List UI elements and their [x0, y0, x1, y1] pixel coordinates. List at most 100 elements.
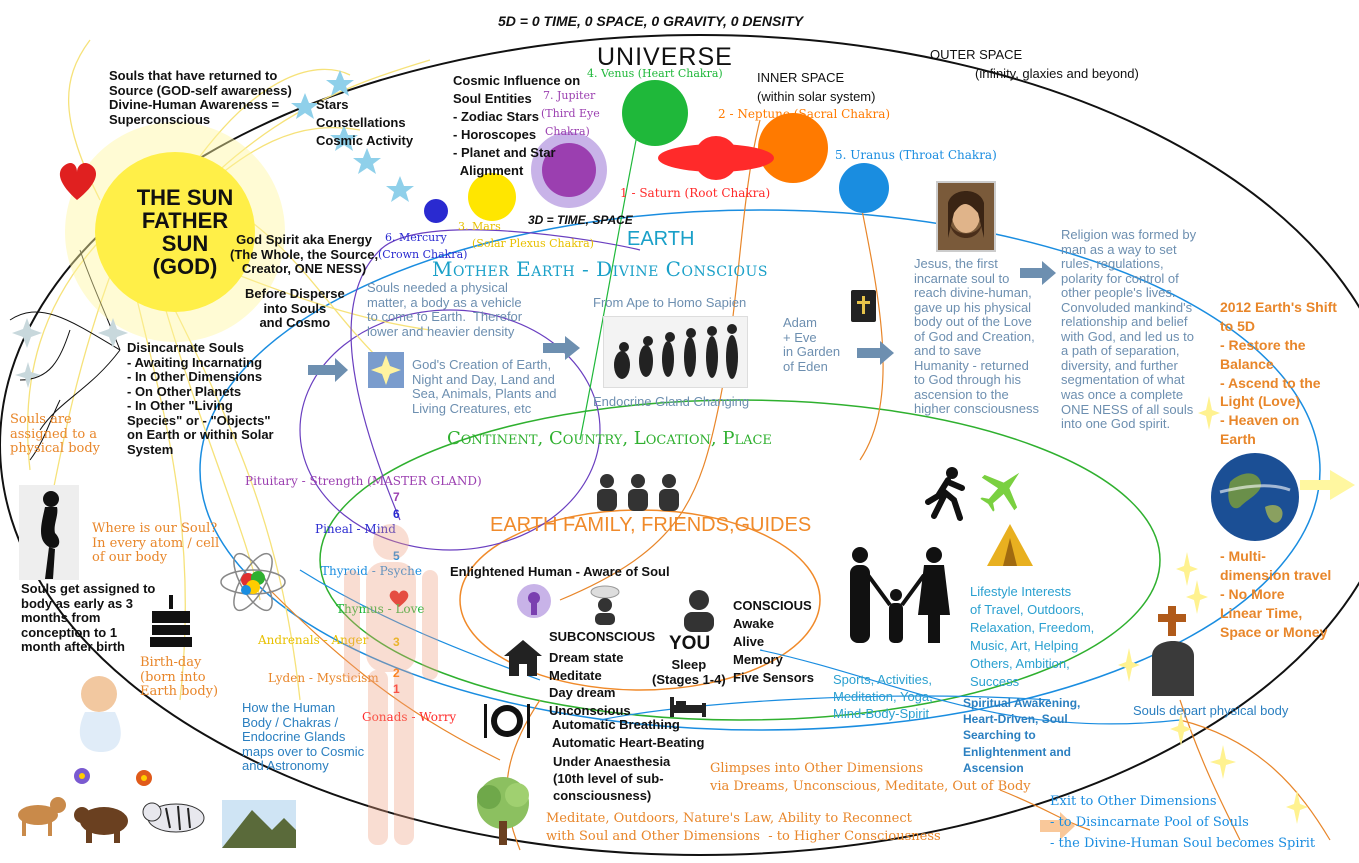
heart-shape — [59, 162, 97, 200]
mars-label-1: 3. Mars — [458, 220, 501, 233]
gland-number-2: 2 — [393, 666, 400, 680]
multi-dimension-text: - Multi- dimension travel - No More Line… — [1220, 548, 1332, 640]
spiritual-text: Spiritual Awakening, Heart-Driven, Soul … — [963, 696, 1081, 775]
outer-space-sub: (infinity, glaxies and beyond) — [975, 66, 1139, 81]
four-point-star-icon — [12, 318, 42, 353]
sun-line-2: FATHER — [141, 208, 229, 234]
cosmic-influence-text: Cosmic Influence on Soul Entities - Zodi… — [453, 73, 581, 178]
automatic-text: Automatic Breathing Automatic Heart-Beat… — [552, 717, 705, 750]
group-people-icon — [593, 471, 683, 513]
family-silhouette-icon — [840, 545, 952, 645]
venus-planet — [622, 80, 688, 146]
four-point-star-icon — [98, 318, 128, 353]
sun-line-1: THE SUN — [136, 185, 234, 210]
gods-creation-text: God's Creation of Earth, Night and Day, … — [412, 357, 557, 416]
sun-disc — [95, 152, 255, 312]
god-spirit-text: God Spirit aka Energy (The Whole, the So… — [230, 232, 379, 277]
souls-assigned-text: Souls are assigned to a physical body — [10, 412, 101, 457]
four-point-star-icon — [15, 362, 41, 393]
anaesthesia-text: Under Anaesthesia (10th level of sub- co… — [553, 754, 671, 803]
outer-space-label: OUTER SPACE — [930, 47, 1023, 62]
airplane-icon — [978, 464, 1028, 514]
sparkle-icon — [1170, 712, 1192, 751]
sparkle-icon — [1210, 745, 1236, 784]
earth-title: EARTH — [627, 228, 695, 250]
jupiter-label-3: Chakra) — [545, 125, 590, 138]
mercury-planet — [424, 199, 448, 223]
saturn-label: 1 - Saturn (Root Chakra) — [620, 186, 771, 200]
sparkle-icon — [1286, 790, 1308, 829]
exit-arrow — [1040, 812, 1075, 840]
jupiter-inner — [542, 143, 596, 197]
gland-number-6: 6 — [393, 507, 400, 521]
gland-number-7: 7 — [393, 490, 400, 504]
subconscious-title: SUBCONSCIOUS — [549, 629, 656, 644]
mind-ellipse — [299, 309, 601, 551]
sports-text: Sports, Activities, Meditation, Yoga, Mi… — [833, 672, 933, 721]
disincarnate-souls-text: Disincarnate Souls - Awaiting Incarnatin… — [127, 340, 274, 457]
flower-icon — [132, 768, 156, 797]
inner-space-label: INNER SPACE — [757, 70, 845, 85]
gland-pituitary: Pituitary - Strength (MASTER GLAND) — [245, 474, 482, 488]
thinking-person-icon — [588, 585, 622, 625]
universe-title: UNIVERSE — [597, 43, 733, 71]
how-human-text: How the Human Body / Chakras / Endocrine… — [242, 700, 365, 774]
sparkle-icon — [1186, 580, 1208, 619]
earth-subtitle: Mother Earth - Divine Conscious — [432, 257, 768, 281]
birthday-text: Birth-day (born into Earth body) — [140, 655, 219, 700]
continent-ellipse — [319, 399, 1161, 721]
gland-number-1: 1 — [393, 682, 400, 696]
evolution-icon — [603, 316, 748, 388]
before-disperse-text: Before Disperse into Souls and Cosmo — [245, 286, 345, 331]
meditate-outdoors-text: Meditate, Outdoors, Nature's Law, Abilit… — [546, 811, 941, 845]
gland-pineal: Pineal - Mind — [315, 522, 396, 536]
birthday-cake-icon — [148, 593, 194, 649]
earth-globe-icon — [1210, 452, 1300, 542]
souls-depart-text: Souls depart physical body — [1133, 703, 1289, 718]
person-icon — [678, 588, 720, 632]
white-tiger-icon — [140, 790, 214, 846]
gland-thymus: Thymus - Love — [336, 602, 425, 616]
sun-line-3: SUN — [161, 231, 209, 257]
human-body-icon — [336, 520, 446, 850]
continent-title: Continent, Country, Location, Place — [447, 428, 772, 449]
exit-text: Exit to Other Dimensions - to Disincarna… — [1050, 794, 1316, 851]
where-soul-text: Where is our Soul? In every atom / cell … — [92, 521, 220, 566]
podcast-icon — [516, 583, 552, 619]
jesus-text: Jesus, the first incarnate soul to reach… — [914, 256, 1040, 417]
ape-bottom-label: Endocrine Gland Changing — [593, 394, 750, 409]
sparkle-icon — [1118, 648, 1140, 687]
baby-icon — [65, 672, 137, 757]
mountain-icon — [222, 800, 296, 848]
venus-label: 4. Venus (Heart Chakra) — [587, 67, 723, 80]
you-label: YOU — [669, 633, 711, 654]
pregnant-woman-icon — [19, 485, 79, 580]
earth-ellipse — [199, 209, 1321, 731]
top-banner: 5D = 0 TIME, 0 SPACE, 0 GRAVITY, 0 DENSI… — [498, 13, 804, 29]
neptune-label: 2 - Neptune (Sacral Chakra) — [718, 107, 891, 121]
house-icon — [502, 638, 544, 678]
tree-icon — [463, 775, 543, 847]
bible-icon — [851, 290, 876, 322]
blue-stars — [291, 70, 414, 202]
jesus-portrait-icon — [936, 181, 996, 252]
saturn-planet — [694, 136, 738, 180]
mars-planet — [468, 173, 516, 221]
heart-icon — [388, 588, 410, 613]
uranus-planet — [839, 163, 889, 213]
religion-text: Religion was formed by man as a way to s… — [1061, 227, 1197, 432]
three-d-label: 3D = TIME, SPACE — [528, 213, 633, 227]
dining-plate-icon — [481, 700, 533, 742]
lifestyle-text: Lifestyle Interests of Travel, Outdoors,… — [970, 584, 1095, 689]
sleep-text: Sleep (Stages 1-4) — [652, 657, 726, 687]
sun-title: THE SUN FATHER SUN (GOD) — [95, 186, 275, 278]
conscious-text: CONSCIOUS Awake Alive Memory Five Sensor… — [733, 598, 814, 685]
tent-icon — [985, 522, 1035, 568]
glimpses-text: Glimpses into Other Dimensions via Dream… — [710, 761, 1031, 794]
sun-line-4: (GOD) — [152, 254, 218, 280]
bed-icon — [668, 695, 708, 719]
dog-icon — [8, 790, 68, 840]
connector-lines — [269, 119, 1331, 851]
universe-ellipse — [0, 34, 1359, 856]
